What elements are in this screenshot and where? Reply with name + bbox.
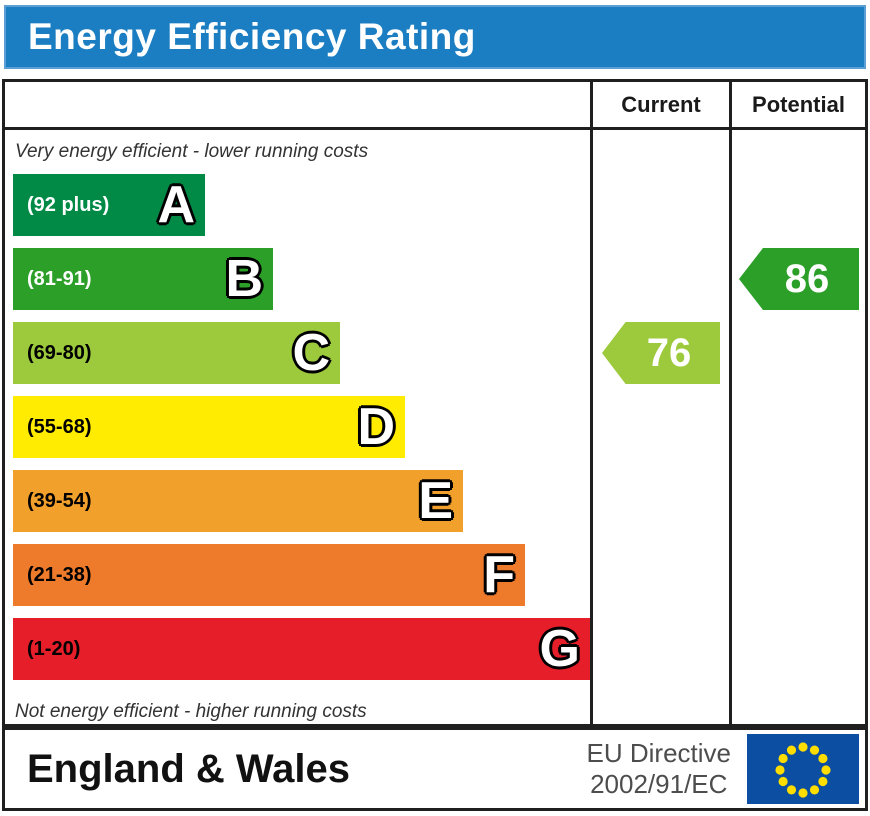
eu-directive-line2: 2002/91/EC bbox=[590, 769, 728, 799]
rating-table: Current Potential Very energy efficient … bbox=[2, 79, 868, 732]
caption-not-efficient: Not energy efficient - higher running co… bbox=[15, 701, 367, 722]
column-header-potential: Potential bbox=[729, 82, 865, 127]
band-g: (1-20) G bbox=[13, 618, 590, 680]
band-c: (69-80) C bbox=[13, 322, 340, 384]
column-header-current: Current bbox=[590, 82, 729, 127]
title-bar: Energy Efficiency Rating bbox=[4, 5, 866, 69]
eu-directive-label: EU Directive 2002/91/EC bbox=[587, 738, 731, 800]
band-d-range: (55-68) bbox=[27, 415, 92, 438]
band-e-range: (39-54) bbox=[27, 489, 92, 512]
band-g-letter: G bbox=[539, 620, 580, 678]
band-g-range: (1-20) bbox=[27, 637, 81, 660]
page-title: Energy Efficiency Rating bbox=[28, 16, 476, 57]
band-e: (39-54) E bbox=[13, 470, 463, 532]
current-column: 76 bbox=[590, 130, 729, 732]
potential-rating-value: 86 bbox=[784, 256, 830, 301]
band-d-letter: D bbox=[357, 398, 395, 456]
table-body: Very energy efficient - lower running co… bbox=[5, 130, 865, 732]
band-a: (92 plus) A bbox=[13, 174, 205, 236]
band-a-letter: A bbox=[157, 176, 195, 234]
band-f-range: (21-38) bbox=[27, 563, 92, 586]
band-b: (81-91) B bbox=[13, 248, 273, 310]
band-f: (21-38) F bbox=[13, 544, 525, 606]
band-f-letter: F bbox=[483, 546, 515, 604]
region-label: England & Wales bbox=[27, 746, 351, 791]
eu-directive-line1: EU Directive bbox=[586, 737, 731, 768]
band-d: (55-68) D bbox=[13, 396, 405, 458]
band-e-letter: E bbox=[418, 472, 453, 530]
eu-flag-icon bbox=[747, 734, 859, 804]
band-a-range: (92 plus) bbox=[27, 193, 110, 216]
bands-column: Very energy efficient - lower running co… bbox=[5, 130, 590, 732]
band-b-range: (81-91) bbox=[27, 267, 92, 290]
footer: England & Wales EU Directive 2002/91/EC bbox=[2, 727, 868, 811]
band-c-range: (69-80) bbox=[27, 341, 92, 364]
header-spacer bbox=[5, 82, 590, 127]
current-rating-value: 76 bbox=[646, 330, 692, 375]
band-c-letter: C bbox=[292, 324, 330, 382]
potential-column: 86 bbox=[729, 130, 865, 732]
band-b-letter: B bbox=[225, 250, 263, 308]
caption-efficient: Very energy efficient - lower running co… bbox=[15, 141, 369, 162]
current-rating-arrow: 76 bbox=[602, 322, 720, 384]
table-header-row: Current Potential bbox=[5, 82, 865, 130]
potential-rating-arrow: 86 bbox=[739, 248, 859, 310]
